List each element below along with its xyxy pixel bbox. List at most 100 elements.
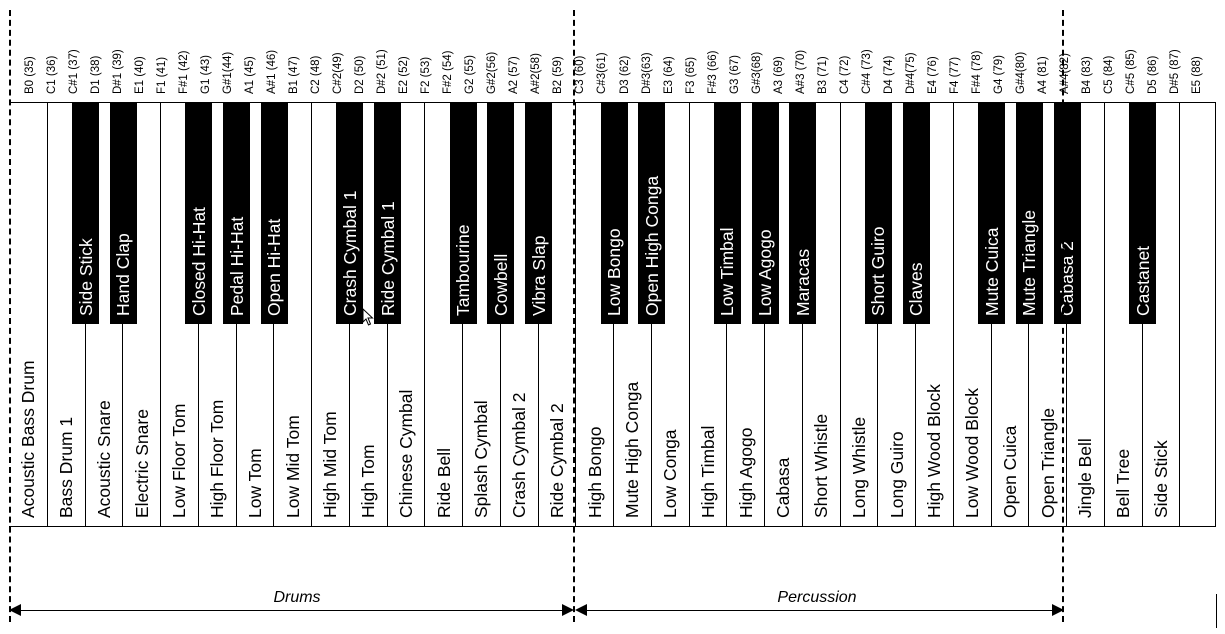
- note-label: A#4(82): [1058, 53, 1071, 94]
- white-key-label: Chinese Cymbal: [395, 389, 416, 518]
- note-label: E2 (52): [398, 56, 411, 94]
- right-edge-tick: [1216, 594, 1217, 628]
- white-key-label: High Mid Tom: [320, 411, 341, 518]
- note-label: E4 (76): [926, 56, 939, 94]
- black-key[interactable]: Tambourine: [449, 102, 477, 324]
- black-key-label: Open Hi-Hat: [264, 218, 285, 316]
- mouse-pointer-icon: [362, 308, 374, 326]
- note-label: D#4(75): [904, 52, 917, 94]
- white-key-label: Electric Snare: [131, 409, 152, 518]
- black-key-label: Open High Conga: [641, 175, 662, 316]
- white-key[interactable]: Acoustic Bass Drum: [10, 102, 48, 526]
- note-label: C3 (60): [574, 55, 587, 94]
- black-key[interactable]: Ride Cymbal 1: [374, 102, 401, 324]
- black-key-label: Short Guiro: [868, 226, 889, 316]
- note-label: C#4 (73): [860, 49, 873, 94]
- percussion-section-label: Percussion: [777, 589, 857, 606]
- black-key[interactable]: Pedal Hi-Hat: [223, 102, 250, 324]
- black-key[interactable]: Mute Cuica: [978, 102, 1005, 324]
- note-label: F#2 (54): [442, 50, 455, 94]
- black-key[interactable]: Crash Cymbal 1: [336, 102, 364, 324]
- black-key[interactable]: Castanet: [1129, 102, 1156, 324]
- note-label: A3 (69): [772, 56, 785, 94]
- black-key[interactable]: Cabasa 2: [1053, 102, 1081, 324]
- white-key-label: Splash Cymbal: [471, 400, 492, 518]
- note-label: F3 (65): [684, 56, 697, 94]
- black-key-label: Claves: [906, 262, 926, 317]
- note-label: G#3(68): [750, 51, 763, 94]
- note-label: F#1 (42): [178, 50, 191, 94]
- note-label: A1 (45): [244, 56, 257, 94]
- black-key[interactable]: Short Guiro: [864, 102, 892, 324]
- black-key-label: Crash Cymbal 1: [339, 190, 360, 316]
- note-label: D3 (62): [618, 55, 631, 94]
- black-key[interactable]: Low Timbal: [713, 102, 741, 324]
- note-label: D2 (50): [354, 55, 367, 94]
- note-label: D#3(63): [640, 52, 653, 94]
- black-key-label: Side Stick: [75, 238, 96, 316]
- black-key[interactable]: Open Hi-Hat: [260, 102, 288, 324]
- note-label: C#2(49): [332, 52, 345, 94]
- note-label: F4 (77): [948, 56, 961, 94]
- white-key-label: Acoustic Bass Drum: [18, 360, 39, 518]
- percussion-arrow-right: [1052, 604, 1064, 616]
- black-key[interactable]: Low Agogo: [751, 102, 779, 324]
- white-key-label: Ride Cymbal 2: [546, 403, 567, 518]
- black-key-label: Low Timbal: [717, 227, 738, 316]
- black-key-label: Mute Cuica: [981, 227, 1002, 316]
- note-label: B3 (71): [816, 56, 829, 94]
- black-key[interactable]: Hand Clap: [109, 102, 137, 324]
- white-key-label: Open Triangle: [1037, 408, 1058, 518]
- note-label: C#5 (85): [1124, 49, 1137, 94]
- black-key[interactable]: Closed Hi-Hat: [185, 102, 213, 324]
- white-key-label: Short Whistle: [811, 413, 832, 518]
- drums-percussion-divider: [573, 10, 575, 622]
- white-key-label: Cabasa: [773, 457, 794, 518]
- black-key-label: Mute Triangle: [1019, 209, 1040, 316]
- drums-arrow-right: [562, 604, 574, 616]
- note-label: A#1 (46): [266, 49, 279, 94]
- white-key-label: Low Floor Tom: [169, 403, 190, 518]
- note-label: C5 (84): [1102, 55, 1115, 94]
- black-key[interactable]: Cowbell: [487, 102, 515, 324]
- black-key[interactable]: Side Stick: [72, 102, 99, 324]
- white-key-label: Acoustic Snare: [93, 400, 114, 518]
- white-key-label: Bass Drum 1: [56, 416, 77, 518]
- note-label: C#1 (37): [68, 49, 81, 94]
- black-key[interactable]: Open High Conga: [638, 102, 666, 324]
- black-key[interactable]: Low Bongo: [600, 102, 628, 324]
- note-label: D4 (74): [882, 55, 895, 94]
- black-key-label: Cowbell: [490, 253, 511, 316]
- keyboard-right-border: [1215, 102, 1216, 526]
- note-label: G2 (55): [464, 55, 477, 94]
- drums-arrow-left: [9, 604, 21, 616]
- black-key[interactable]: Claves: [902, 102, 930, 324]
- note-label: F2 (53): [420, 56, 433, 94]
- black-key-label: Castanet: [1132, 245, 1153, 316]
- note-label: E5 (88): [1190, 56, 1203, 94]
- black-key-label: Pedal Hi-Hat: [226, 216, 247, 316]
- white-key-label: Long Whistle: [848, 416, 869, 518]
- note-label: G1 (43): [200, 55, 213, 94]
- black-key[interactable]: Vibra Slap: [525, 102, 552, 324]
- note-label: G#4(80): [1014, 51, 1027, 94]
- note-label: G3 (67): [728, 55, 741, 94]
- note-label: G#1(44): [222, 51, 235, 94]
- note-label: C2 (48): [310, 55, 323, 94]
- white-key-label: High Bongo: [584, 426, 605, 518]
- white-key-label: Open Cuica: [999, 425, 1020, 518]
- white-key-label: High Floor Tom: [207, 399, 228, 518]
- note-label: F#3 (66): [706, 50, 719, 94]
- black-key-label: Maracas: [792, 248, 813, 316]
- note-label: F#4 (78): [970, 50, 983, 94]
- keyboard-bottom-border: [9, 526, 1216, 527]
- percussion-arrow-left: [575, 604, 587, 616]
- black-key[interactable]: Maracas: [789, 102, 817, 324]
- note-label: C1 (36): [46, 55, 59, 94]
- note-label: B0 (35): [24, 56, 36, 94]
- black-key[interactable]: Mute Triangle: [1015, 102, 1043, 324]
- note-label: F1 (41): [156, 56, 169, 94]
- percussion-range-line: [577, 610, 1061, 611]
- white-key-label: Mute High Conga: [622, 381, 643, 518]
